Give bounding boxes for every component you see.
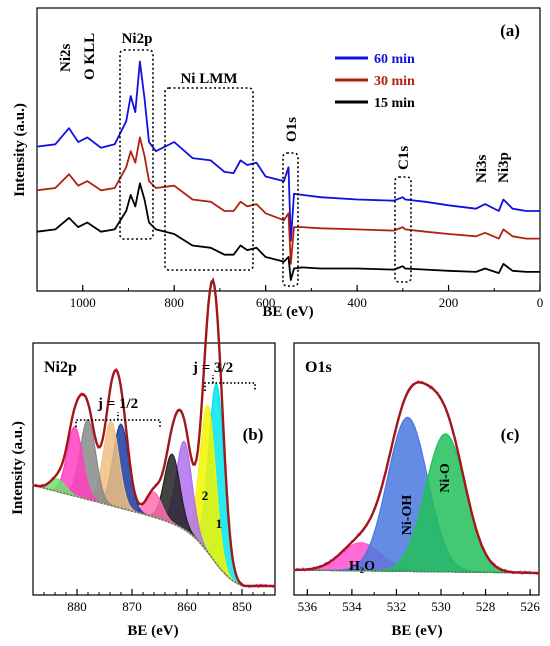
fit-peak-4 <box>32 484 275 587</box>
x-tick-label: 0 <box>537 295 544 310</box>
panel-a-frame <box>36 7 541 292</box>
panel-c: 536 534 532 530 528 526 O1s (c) H₂O Ni-OH Ni-… <box>293 342 540 639</box>
panel-a-xlabel: BE (eV) <box>262 304 313 320</box>
annotation-o-kll: O KLL <box>82 33 98 80</box>
peak-label-h2o: H₂O <box>349 559 375 574</box>
series-line-60min <box>36 60 540 242</box>
x-tick-label: 528 <box>476 599 496 614</box>
panel-c-title: O1s <box>305 359 332 376</box>
peak-label-1: 1 <box>216 516 223 531</box>
legend-label-15min: 15 min <box>374 96 415 111</box>
x-tick-label: 526 <box>520 599 540 614</box>
panel-b: 880 870 860 850 j = 1/2 j = 3/2 1 2 Ni2p (b… <box>10 276 276 639</box>
x-tick-label: 600 <box>256 295 276 310</box>
x-tick-label: 536 <box>298 599 318 614</box>
envelope-fit-line <box>32 278 275 588</box>
panel-c-label: (c) <box>501 425 520 444</box>
x-tick-label: 880 <box>67 599 87 614</box>
annotation-ni3s: Ni3s <box>474 155 490 184</box>
x-tick-label: 800 <box>164 295 184 310</box>
panel-b-lines <box>32 276 276 589</box>
panel-b-peaks <box>32 382 275 587</box>
annotation-j-half: j = 1/2 <box>97 396 138 412</box>
x-tick-label: 200 <box>439 295 459 310</box>
x-tick-label: 530 <box>431 599 451 614</box>
panel-b-x-ticks: 880 870 860 850 <box>32 589 276 614</box>
x-tick-label: 400 <box>347 295 367 310</box>
panel-b-title: Ni2p <box>44 359 77 376</box>
peak-label-2: 2 <box>202 488 209 503</box>
background-line <box>32 484 275 587</box>
legend-label-30min: 30 min <box>374 74 415 89</box>
panel-c-x-ticks: 536 534 532 530 528 526 <box>298 589 540 614</box>
panel-a-ylabel: Intensity (a.u.) <box>12 103 28 197</box>
x-tick-label: 850 <box>232 599 252 614</box>
x-tick-label: 1000 <box>70 295 96 310</box>
panel-a-series <box>36 60 540 281</box>
x-tick-label: 860 <box>177 599 197 614</box>
x-tick-label: 532 <box>387 599 407 614</box>
panel-b-label: (b) <box>243 425 264 444</box>
peak-label-ni-oh: Ni-OH <box>400 495 415 536</box>
panel-c-xlabel: BE (eV) <box>391 623 442 639</box>
panel-b-ylabel: Intensity (a.u.) <box>10 421 26 515</box>
peak-label-ni-o: Ni-O <box>438 463 453 493</box>
panel-a: 1000 800 600 400 200 0 60 min 30 min 15 min (… <box>12 7 544 320</box>
panel-b-xlabel: BE (eV) <box>127 623 178 639</box>
envelope-fit-line <box>294 381 539 575</box>
ni-lmm-box <box>164 87 254 271</box>
bracket-j-threehalf <box>204 382 256 391</box>
annotation-ni3p: Ni3p <box>496 152 512 183</box>
panel-a-label: (a) <box>500 21 520 40</box>
panel-c-frame <box>293 342 540 596</box>
annotation-ni-lmm: Ni LMM <box>180 71 237 87</box>
annotation-c1s: C1s <box>396 146 412 170</box>
panel-a-legend: 60 min 30 min 15 min <box>335 52 415 111</box>
series-line-30min <box>36 136 540 265</box>
annotation-o1s: O1s <box>284 117 300 142</box>
annotation-j-threehalf: j = 3/2 <box>192 360 233 376</box>
panel-c-lines <box>293 379 540 576</box>
panel-a-x-ticks: 1000 800 600 400 200 0 <box>36 285 544 310</box>
annotation-ni2s: Ni2s <box>58 44 74 73</box>
ni2p-box <box>119 49 154 240</box>
x-tick-label: 870 <box>122 599 142 614</box>
annotation-ni2p: Ni2p <box>122 31 153 47</box>
x-tick-label: 534 <box>342 599 362 614</box>
background-line <box>294 569 539 574</box>
series-line-15min <box>36 182 540 281</box>
legend-label-60min: 60 min <box>374 52 415 67</box>
